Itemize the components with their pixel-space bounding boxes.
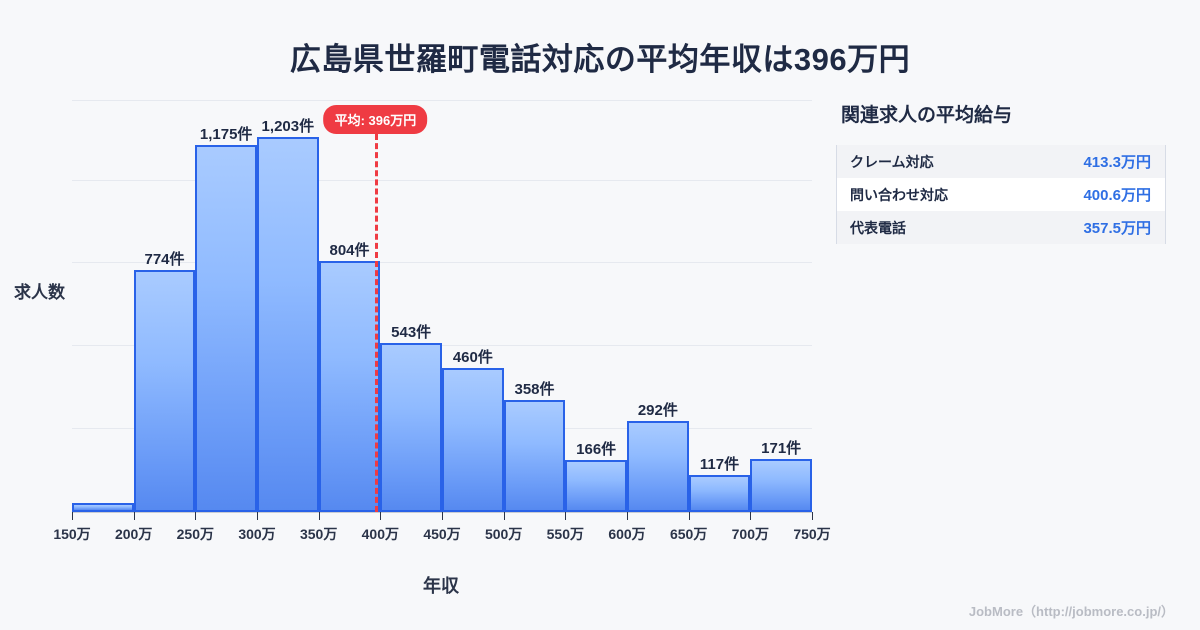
gridline [72, 100, 812, 101]
bar [380, 342, 442, 512]
bar-value-label: 292件 [637, 401, 678, 419]
x-axis-tick [318, 512, 320, 520]
bar-value-label: 171件 [761, 439, 802, 457]
related-salary-value: 400.6万円 [1083, 187, 1151, 204]
related-salary-value: 357.5万円 [1083, 220, 1151, 237]
bar [750, 458, 812, 512]
bar-value-label: 804件 [329, 242, 370, 260]
bar [503, 400, 566, 512]
bar [195, 145, 257, 512]
bar [257, 136, 319, 512]
x-axis-tick-label: 750万 [793, 526, 831, 542]
related-salary-name: 代表電話 [850, 219, 906, 236]
related-salary-title: 関連求人の平均給与 [841, 105, 1013, 126]
bar-series [72, 100, 812, 512]
x-axis-tick [688, 512, 690, 520]
x-axis-tick-label: 600万 [608, 526, 646, 542]
bar-value-label: 117件 [699, 456, 740, 474]
x-axis-tick-label: 650万 [669, 526, 708, 542]
x-axis-tick-label: 200万 [114, 526, 153, 542]
bar-value-label: 1,175件 [199, 126, 253, 144]
related-salary-row: 代表電話 357.5万円 [837, 211, 1165, 244]
related-salary-name: クレーム対応 [850, 153, 934, 170]
bar-value-label: 166件 [576, 441, 617, 459]
related-salary-table: クレーム対応 413.3万円問い合わせ対応 400.6万円代表電話 357.5万円 [836, 145, 1166, 244]
x-axis-tick-label: 500万 [484, 526, 523, 542]
bar-value-label: 460件 [452, 349, 493, 367]
page-title: 広島県世羅町電話対応の平均年収は396万円 [289, 42, 911, 77]
y-axis-title: 求人数 [14, 283, 65, 302]
bar [318, 261, 381, 512]
average-line [375, 134, 379, 512]
x-axis-tick-label: 300万 [238, 526, 276, 542]
gridline [72, 345, 812, 346]
footer-watermark: JobMore（http://jobmore.co.jp/） [968, 604, 1174, 619]
bar [627, 420, 689, 512]
gridline [72, 262, 812, 263]
x-axis-tick-label: 450万 [423, 526, 461, 542]
related-salary-name: 問い合わせ対応 [850, 186, 948, 203]
related-salary-row: 問い合わせ対応 400.6万円 [837, 178, 1165, 211]
related-salary-panel: 関連求人の平均給与 クレーム対応 413.3万円問い合わせ対応 400.6万円代表電… [836, 100, 1166, 244]
x-axis-tick [565, 512, 567, 520]
x-axis-tick [442, 512, 443, 520]
x-axis-tick-label: 550万 [546, 526, 585, 542]
x-axis-tick [72, 512, 73, 520]
x-axis-tick [503, 512, 505, 520]
x-axis-tick-label: 250万 [176, 526, 215, 542]
x-axis-tick [257, 512, 258, 520]
bar-value-label: 1,203件 [261, 117, 315, 135]
gridline [72, 180, 812, 181]
bar-value-label: 774件 [144, 251, 185, 269]
x-axis-tick [133, 512, 135, 520]
bar [565, 460, 627, 512]
bar [688, 475, 751, 512]
x-axis-tick [750, 512, 752, 520]
x-axis-tick-label: 150万 [53, 526, 91, 542]
average-badge: 平均: 396万円 [323, 105, 428, 134]
bar [133, 270, 196, 512]
x-axis-title: 年収 [423, 576, 459, 596]
x-axis-tick-label: 350万 [299, 526, 338, 542]
related-salary-value: 413.3万円 [1083, 154, 1151, 171]
x-axis-tick [812, 512, 813, 520]
bar-value-label: 543件 [391, 323, 432, 341]
x-axis-tick-label: 700万 [731, 526, 770, 542]
bar [72, 502, 134, 512]
x-axis-tick-label: 400万 [361, 526, 400, 542]
bar-value-label: 358件 [514, 381, 555, 399]
x-axis-tick [380, 512, 382, 520]
x-axis-tick [195, 512, 197, 520]
related-salary-row: クレーム対応 413.3万円 [837, 145, 1165, 178]
bar [442, 368, 504, 512]
x-axis-tick [627, 512, 628, 520]
